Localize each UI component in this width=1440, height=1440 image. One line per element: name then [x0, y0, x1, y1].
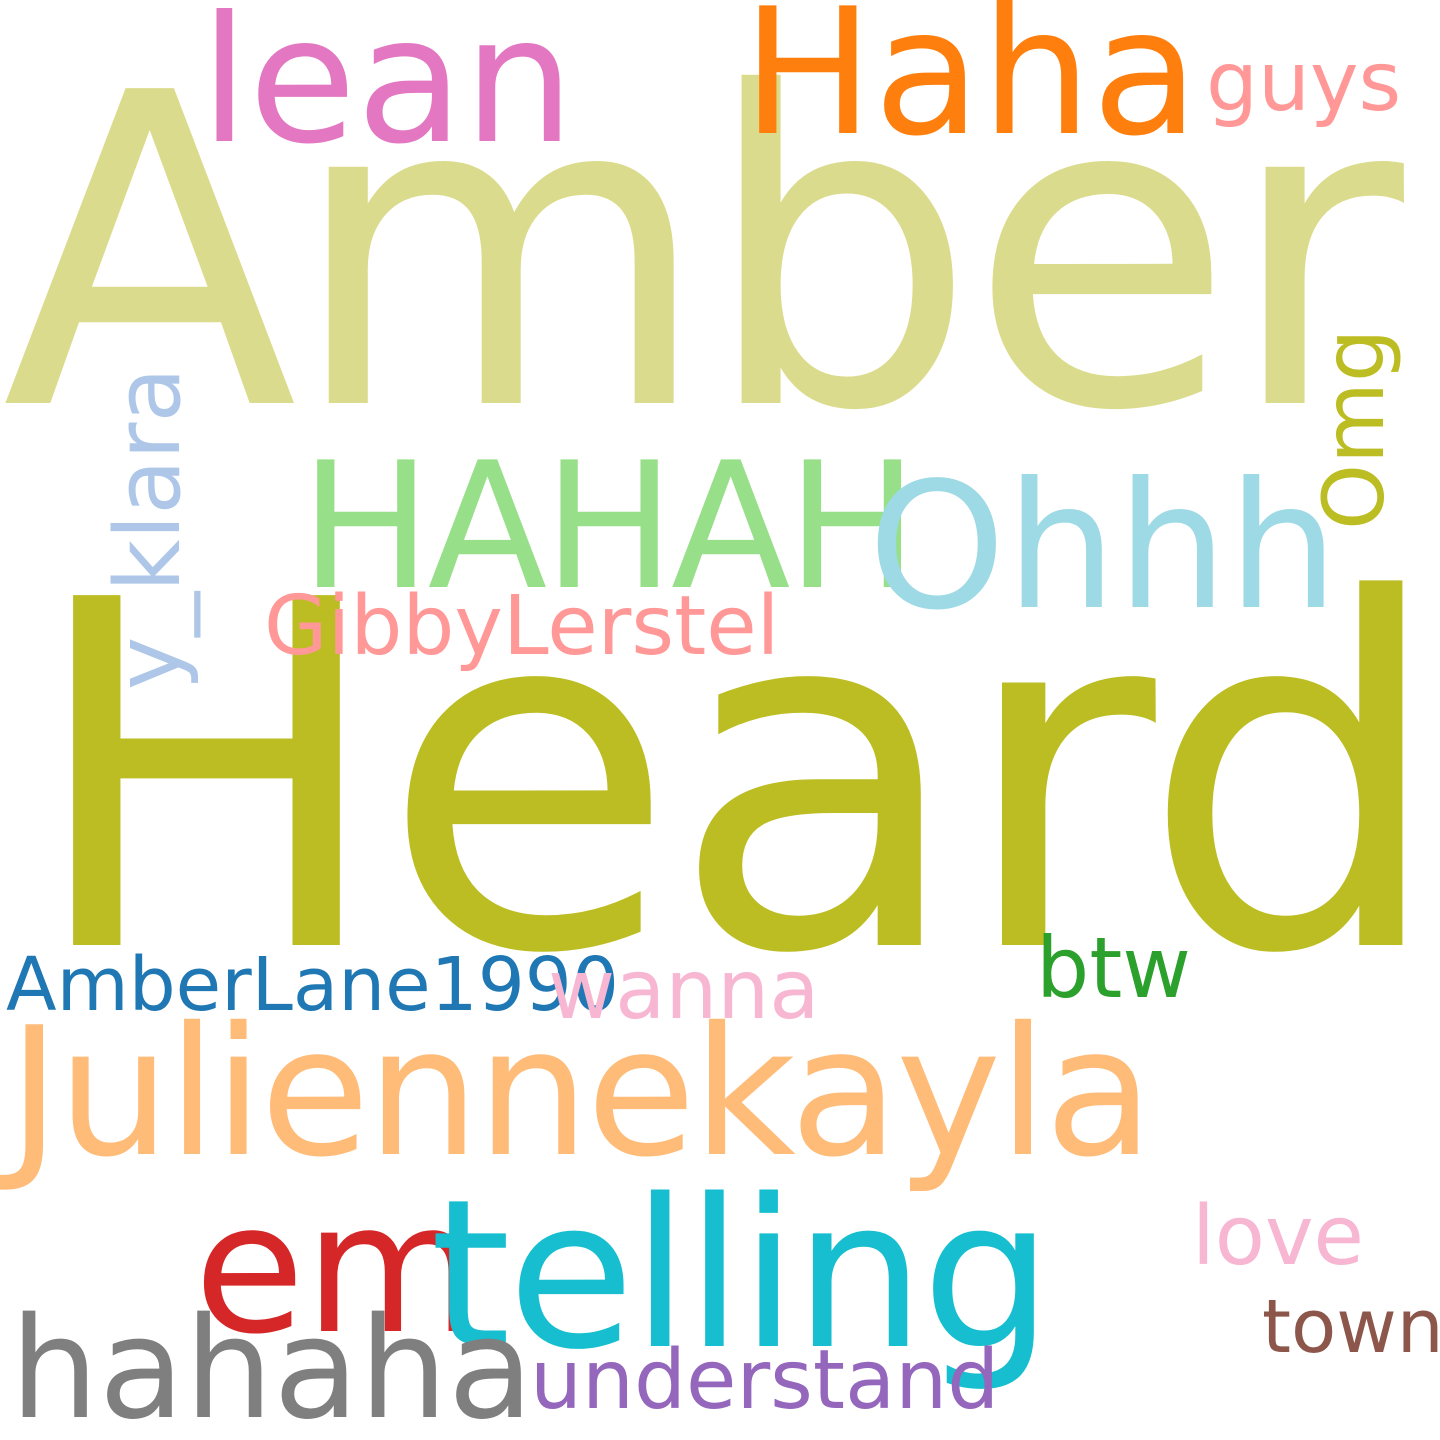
word-wanna: wanna — [548, 943, 820, 1038]
word-omg: Omg — [1305, 328, 1403, 530]
word-love: love — [1192, 1189, 1364, 1284]
word-btw: btw — [1036, 919, 1191, 1017]
word-town: town — [1262, 1284, 1440, 1370]
word-guys: guys — [1206, 35, 1402, 130]
word-amber: Amber — [2, 2, 1404, 505]
word-y-klara: y_klara — [96, 367, 201, 690]
word-hahaha: hahaha — [10, 1288, 534, 1440]
word-understand: understand — [530, 1333, 1000, 1428]
word-heard: Heard — [26, 500, 1440, 1059]
word-telling: telling — [430, 1155, 1053, 1395]
word-gibbylerstel: GibbyLerstel — [264, 579, 780, 674]
word-hahah: HAHAH — [300, 426, 918, 629]
word-em: em — [194, 1165, 481, 1374]
word-haha: Haha — [742, 0, 1199, 175]
word-lean: lean — [200, 0, 575, 183]
word-amberlane1990: AmberLane1990 — [6, 942, 619, 1028]
word-juliennekayla: Juliennekayla — [8, 989, 1154, 1196]
word-ohhh: Ohhh — [868, 446, 1339, 649]
